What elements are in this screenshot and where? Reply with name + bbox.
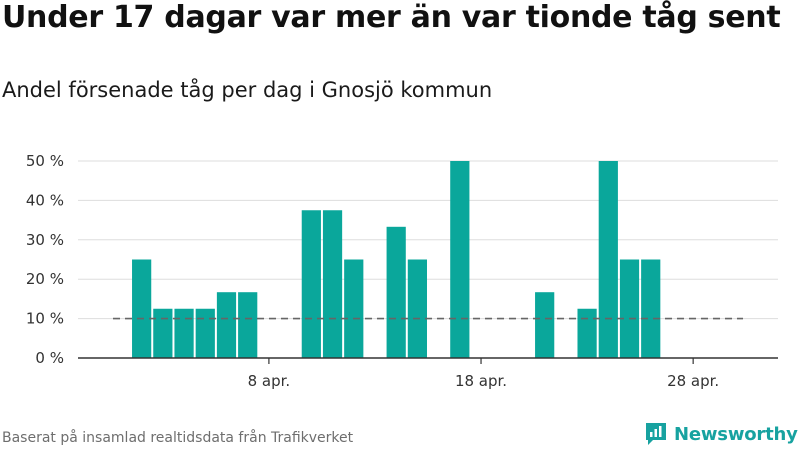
x-tick-label: 8 apr.: [248, 372, 291, 390]
bar: [344, 259, 364, 358]
bar: [301, 210, 321, 358]
bar: [216, 292, 237, 358]
bar: [153, 308, 173, 358]
bar: [195, 308, 215, 358]
bar: [322, 210, 343, 358]
bar: [598, 161, 618, 358]
x-tick-label: 18 apr.: [455, 372, 507, 390]
brand-name: Newsworthy: [674, 423, 798, 445]
bar: [238, 292, 258, 358]
bar: [132, 259, 152, 358]
bar: [535, 292, 555, 358]
chart-title: Under 17 dagar var mer än var tionde tåg…: [2, 0, 781, 35]
grid-lines: [78, 160, 778, 320]
y-tick-label: 30 %: [26, 231, 64, 249]
axes: 0 % 10 % 20 % 30 % 40 % 50 % 8 apr. 18 apr. 28 a…: [26, 152, 778, 390]
bar: [407, 259, 427, 358]
y-tick-label: 10 %: [26, 310, 64, 328]
y-tick-label: 50 %: [26, 152, 64, 170]
chart-subtitle: Andel försenade tåg per dag i Gnosjö kom…: [2, 78, 493, 102]
x-tick-label: 28 apr.: [667, 372, 719, 390]
bar: [386, 226, 406, 358]
bar-chart: 0 % 10 % 20 % 30 % 40 % 50 % 8 apr. 18 apr. 28 a…: [26, 152, 778, 390]
bar: [174, 308, 194, 358]
y-tick-label: 0 %: [35, 349, 64, 367]
bars: [132, 161, 661, 358]
newsworthy-logo-icon: [646, 423, 666, 445]
bar: [450, 161, 470, 358]
brand-logo: Newsworthy: [644, 420, 798, 448]
y-tick-label: 40 %: [26, 191, 64, 209]
source-note: Baserat på insamlad realtidsdata från Tr…: [2, 430, 354, 446]
bar: [641, 259, 661, 358]
bar: [619, 259, 640, 358]
y-tick-label: 20 %: [26, 270, 64, 288]
bar: [577, 308, 597, 358]
